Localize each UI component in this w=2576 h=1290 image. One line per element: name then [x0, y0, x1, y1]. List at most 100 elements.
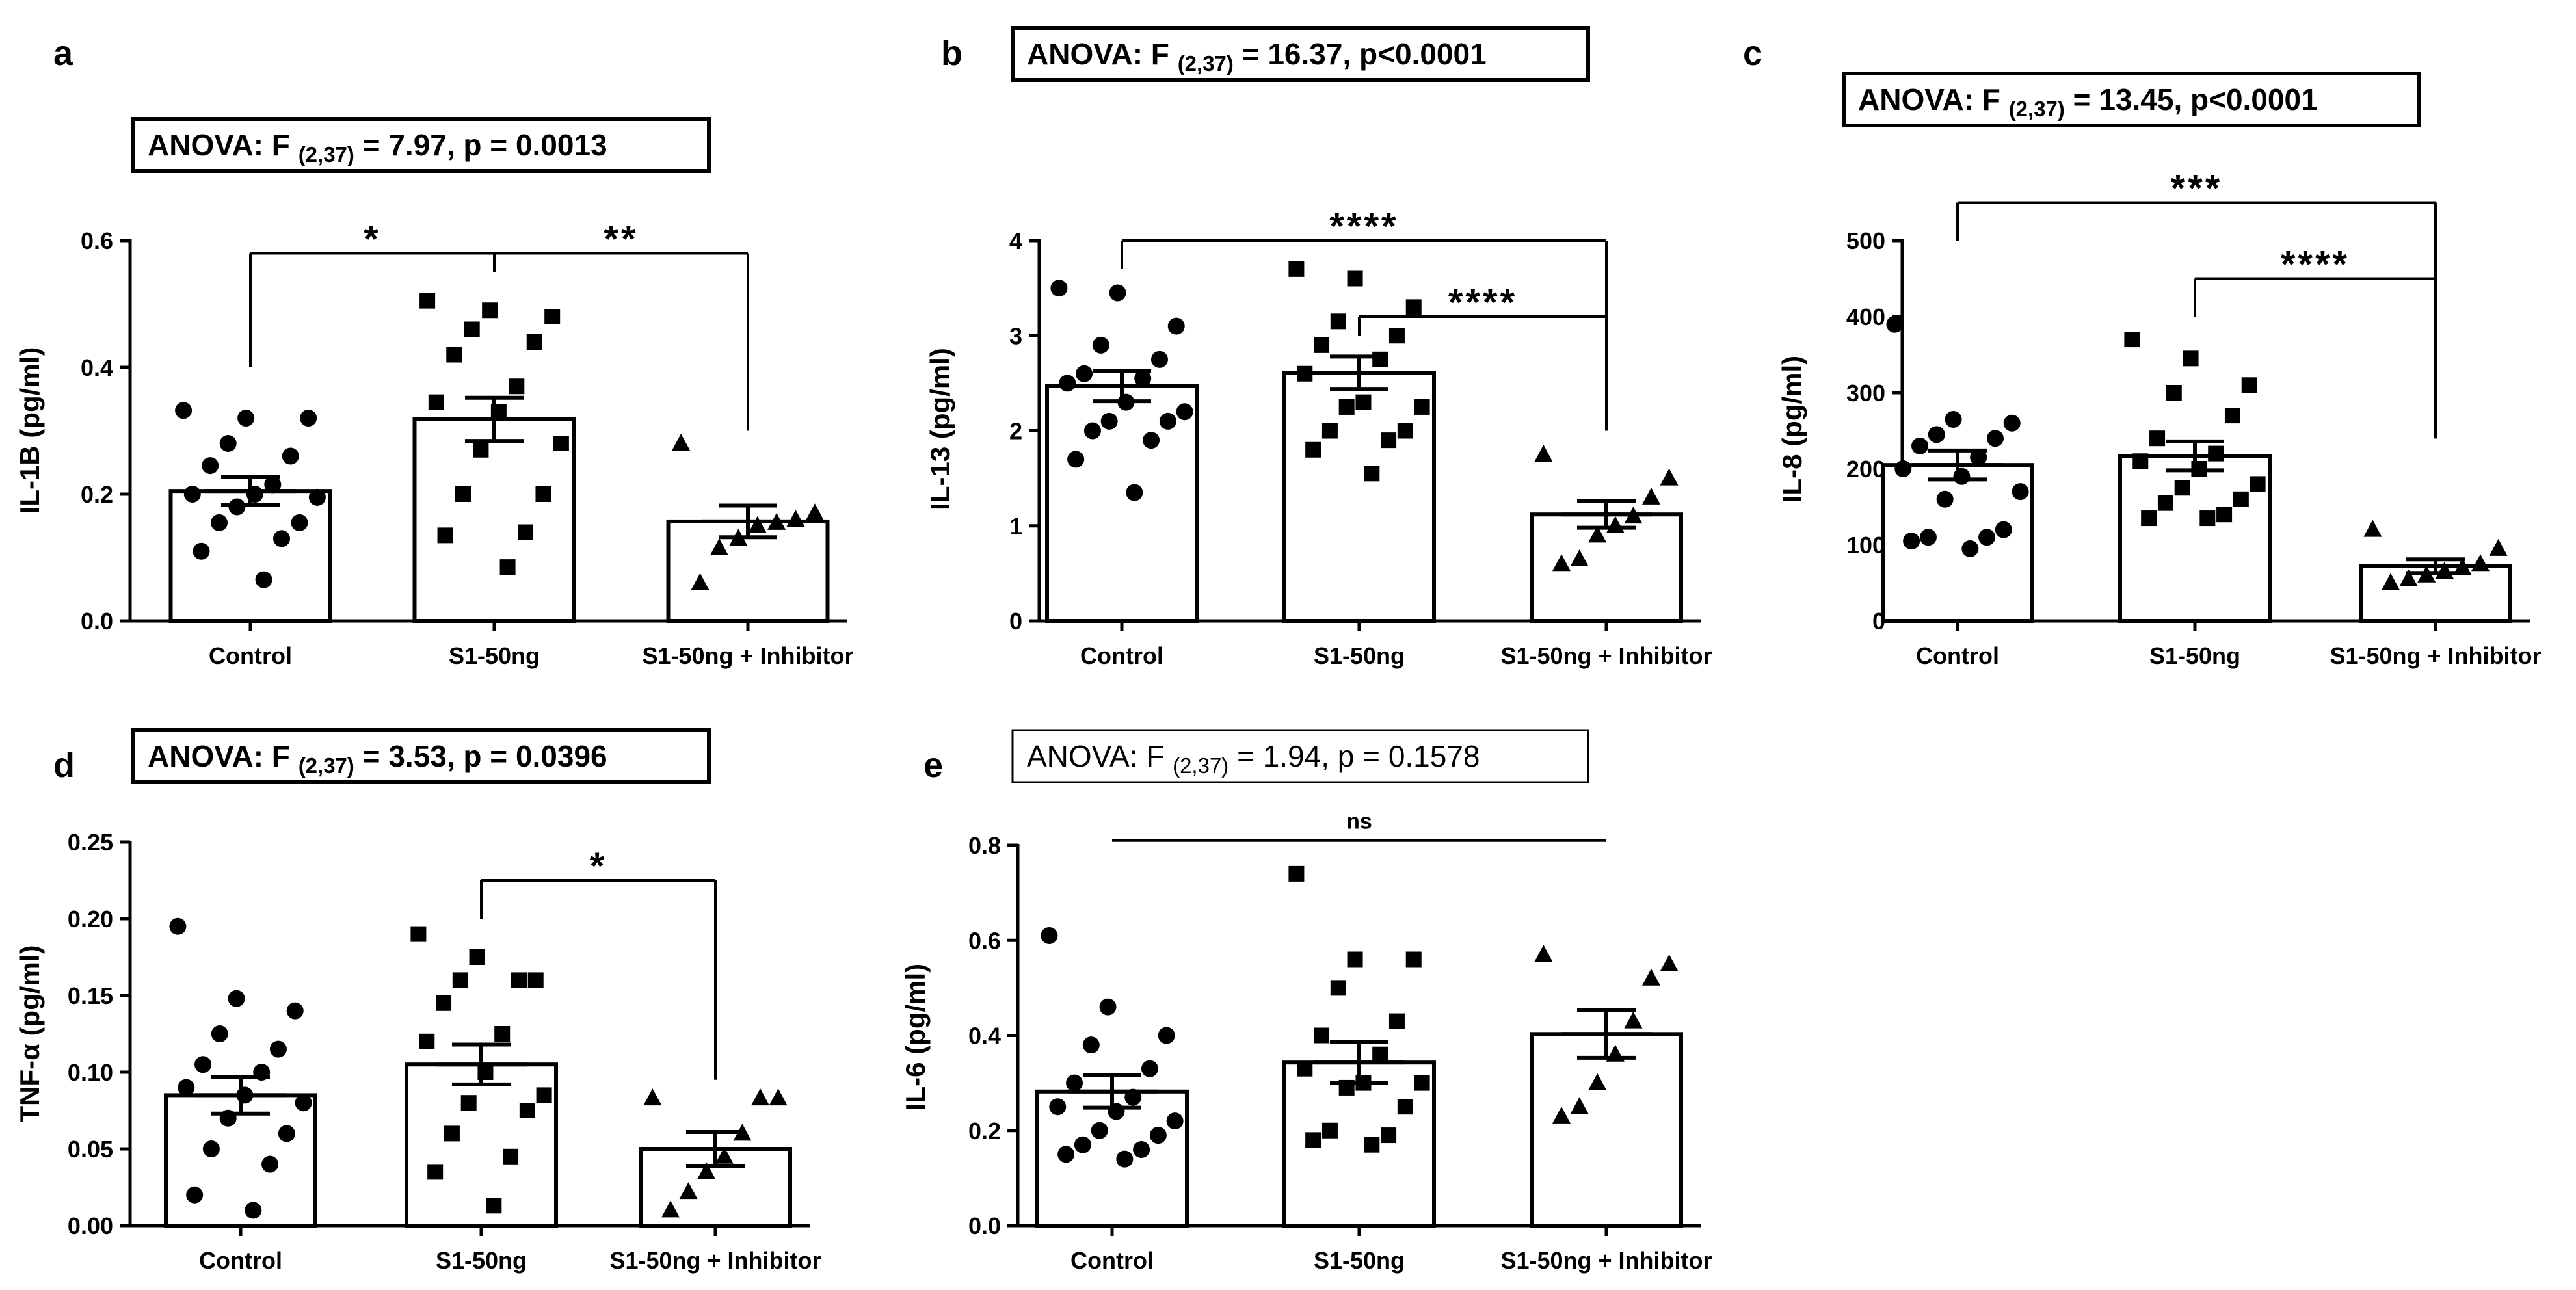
significance-label: **** — [1329, 205, 1398, 248]
data-point — [519, 1103, 535, 1118]
y-axis-label: IL-1B (pg/ml) — [14, 347, 45, 514]
data-point — [1642, 968, 1660, 986]
data-point — [1388, 328, 1405, 344]
data-point — [1995, 521, 2012, 538]
panel-letter: e — [923, 746, 943, 785]
significance-bracket: **** — [1121, 205, 1608, 431]
data-point — [1116, 1150, 1134, 1168]
data-point — [494, 1026, 511, 1042]
data-point — [1305, 1132, 1321, 1148]
data-point — [1297, 365, 1313, 382]
data-point — [2149, 430, 2166, 447]
y-tick-label: 1 — [1009, 513, 1022, 540]
data-point — [553, 436, 569, 451]
data-point — [1100, 412, 1118, 430]
data-point — [1414, 1075, 1430, 1091]
data-point — [1074, 1136, 1091, 1153]
data-point — [464, 321, 480, 337]
data-point — [2399, 569, 2418, 586]
data-point — [751, 1088, 769, 1106]
data-point — [460, 1095, 477, 1111]
data-point — [2489, 538, 2508, 556]
data-point — [503, 1148, 519, 1165]
bar-b-1 — [1282, 371, 1436, 623]
bar-d-0 — [164, 1093, 317, 1228]
data-point — [511, 972, 527, 988]
significance-bracket: ** — [493, 218, 749, 431]
panel-a: a ANOVA: F (2,37) = 7.97, p = 0.0013 0.0 0.… — [14, 34, 854, 669]
data-point — [1397, 1099, 1413, 1115]
data-point — [1911, 437, 1929, 454]
data-point — [183, 486, 201, 503]
y-tick-label: 0.4 — [81, 354, 113, 381]
data-point — [2241, 377, 2257, 393]
data-point — [1986, 430, 2004, 447]
data-point — [1297, 1060, 1313, 1077]
anova-box — [131, 728, 711, 784]
data-point — [536, 1087, 552, 1103]
data-point — [473, 441, 489, 458]
y-tick-label: 200 — [1846, 456, 1885, 482]
data-point — [1961, 540, 1979, 557]
data-point — [1158, 1027, 1175, 1044]
y-tick-label: 400 — [1846, 304, 1885, 330]
data-point — [295, 1094, 312, 1112]
bar-d-1 — [405, 1062, 558, 1228]
bar-c-2 — [2359, 564, 2512, 624]
data-point — [535, 486, 551, 502]
data-point — [219, 435, 237, 452]
data-point — [1570, 1097, 1589, 1114]
data-point — [1305, 441, 1321, 458]
data-point — [1059, 375, 1076, 392]
data-point — [715, 1146, 734, 1164]
significance-label: * — [590, 845, 607, 888]
x-tick-label: Control — [1080, 642, 1163, 669]
significance-label: *** — [2171, 168, 2223, 210]
data-point — [178, 1079, 195, 1096]
data-point — [697, 1162, 716, 1179]
panel-letter: a — [53, 34, 73, 73]
data-point — [1588, 525, 1607, 543]
data-point — [202, 457, 219, 475]
significance-bracket: ns — [1112, 810, 1606, 842]
x-tick-label: S1-50ng — [1314, 642, 1405, 669]
y-tick-label: 300 — [1846, 380, 1885, 406]
y-tick-label: 4 — [1009, 228, 1022, 254]
data-point — [1167, 317, 1185, 335]
y-tick-label: 0.8 — [968, 832, 1001, 859]
y-tick-label: 0.4 — [968, 1023, 1001, 1049]
data-point — [237, 410, 255, 427]
data-point — [1134, 370, 1152, 388]
y-axis-label: IL-8 (pg/ml) — [1777, 356, 1807, 503]
anova-box — [131, 117, 711, 173]
data-point — [452, 972, 468, 988]
x-tick-label: S1-50ng — [436, 1247, 527, 1274]
data-point — [1314, 337, 1330, 353]
data-point — [1347, 270, 1363, 287]
data-point — [1150, 350, 1168, 368]
bar-a-1 — [412, 417, 576, 623]
data-point — [1372, 351, 1388, 367]
data-point — [1149, 1127, 1167, 1144]
significance-bracket: **** — [2194, 244, 2437, 439]
data-point — [1099, 998, 1117, 1016]
data-point — [527, 972, 544, 988]
anova-text: ANOVA: F (2,37) = 16.37, p<0.0001 — [1027, 37, 1487, 75]
data-point — [1092, 336, 1109, 354]
data-point — [245, 1202, 262, 1219]
data-point — [2012, 483, 2029, 501]
data-point — [1570, 549, 1589, 566]
data-point — [1405, 299, 1422, 315]
data-point — [1049, 1098, 1067, 1116]
data-point — [193, 542, 210, 560]
data-point — [1057, 1146, 1075, 1163]
data-point — [1919, 529, 1937, 546]
data-point — [228, 990, 245, 1007]
significance-bracket: * — [480, 845, 717, 1080]
panel-letter: d — [53, 746, 75, 785]
data-point — [1945, 410, 1962, 428]
data-point — [672, 434, 691, 451]
data-point — [1660, 954, 1679, 971]
data-point — [2132, 453, 2149, 469]
